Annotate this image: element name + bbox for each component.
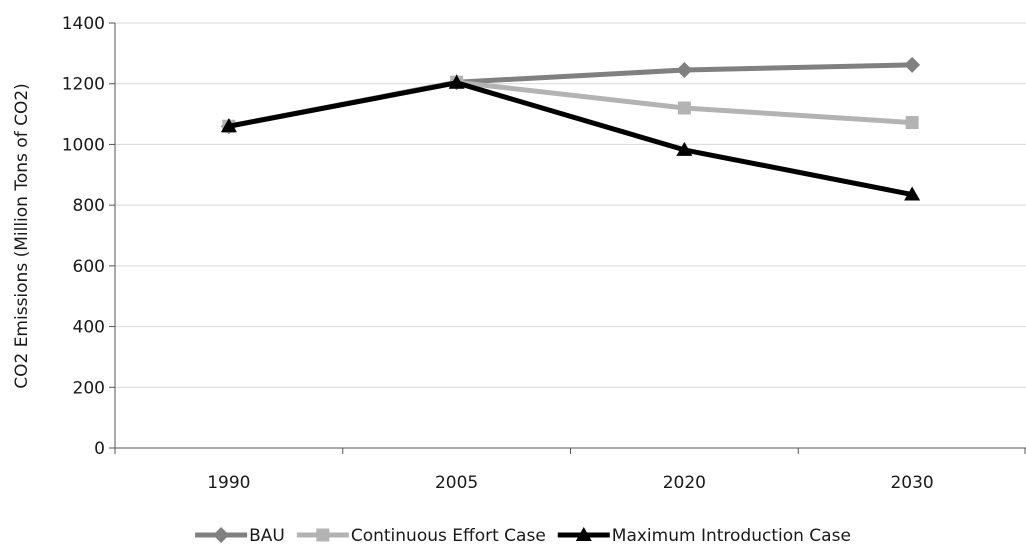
data-point bbox=[904, 56, 921, 73]
legend: BAU Continuous Effort Case Maximum Introdu… bbox=[195, 526, 851, 546]
y-tick-label: 800 bbox=[73, 196, 105, 216]
legend-marker bbox=[575, 527, 592, 541]
legend-item: Maximum Introduction Case bbox=[557, 526, 851, 546]
series-1 bbox=[222, 75, 919, 133]
legend-label: BAU bbox=[249, 526, 285, 546]
legend-marker bbox=[316, 528, 330, 542]
series-group bbox=[220, 56, 921, 201]
data-point bbox=[448, 74, 465, 89]
legend-label: Continuous Effort Case bbox=[351, 526, 546, 546]
data-point bbox=[905, 116, 919, 130]
x-tick-labels: 1990 2005 2020 2030 bbox=[207, 473, 934, 493]
legend-item: BAU bbox=[195, 526, 285, 546]
y-tick-label: 200 bbox=[73, 378, 105, 398]
y-tick-label: 600 bbox=[73, 257, 105, 277]
legend-item: Continuous Effort Case bbox=[296, 526, 546, 546]
data-point bbox=[676, 141, 693, 156]
series-line bbox=[226, 80, 915, 198]
y-axis-title: CO2 Emissions (Million Tons of CO2) bbox=[12, 83, 32, 389]
x-tick-label: 2005 bbox=[435, 473, 478, 493]
legend-label: Maximum Introduction Case bbox=[612, 526, 851, 546]
x-tick-label: 1990 bbox=[207, 473, 250, 493]
grid-lines bbox=[115, 22, 1026, 388]
series-2 bbox=[220, 74, 921, 201]
axes bbox=[109, 22, 1026, 454]
x-tick-label: 2030 bbox=[890, 473, 933, 493]
y-tick-label: 400 bbox=[73, 318, 105, 338]
legend-marker bbox=[213, 527, 230, 543]
data-point bbox=[676, 62, 693, 79]
y-tick-label: 0 bbox=[94, 439, 105, 459]
data-point bbox=[904, 186, 921, 201]
data-point bbox=[220, 118, 237, 133]
x-tick-label: 2020 bbox=[663, 473, 706, 493]
y-tick-label: 1400 bbox=[62, 14, 105, 34]
y-tick-labels: 0 200 400 600 800 1000 1200 1400 bbox=[62, 14, 105, 459]
y-tick-label: 1200 bbox=[62, 75, 105, 95]
data-point bbox=[677, 101, 691, 115]
y-tick-label: 1000 bbox=[62, 135, 105, 155]
